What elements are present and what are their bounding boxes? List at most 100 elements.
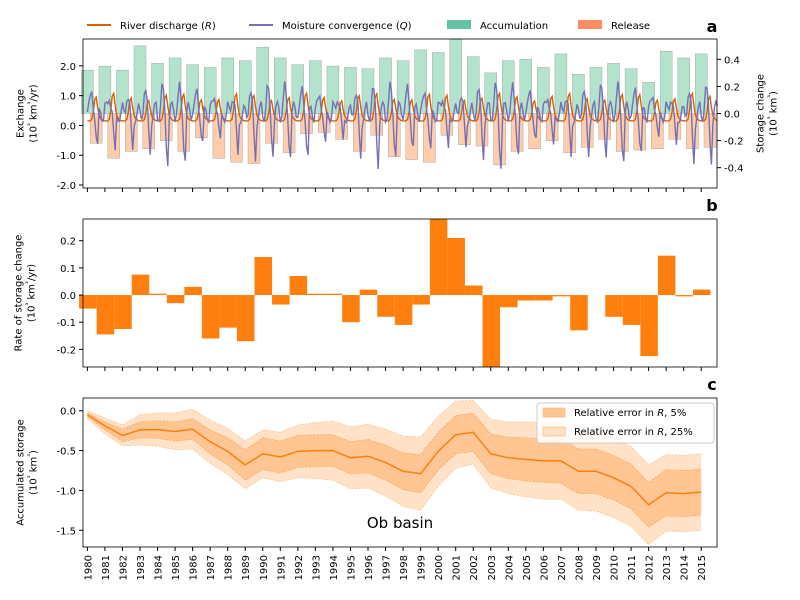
panel-c-xtick-label: 2005 xyxy=(522,555,533,580)
panel-a-ylabel-part: km xyxy=(29,104,40,123)
storage-rate-bar xyxy=(394,295,413,325)
panel-a-y2tick-label: 0.4 xyxy=(724,55,740,66)
panel-b-ylabel-line: Rate of storage change xyxy=(14,235,25,352)
panel-a-ytick-label: 2.0 xyxy=(60,62,76,73)
accumulation-bar xyxy=(695,53,708,114)
legend-label-part: Relative error in xyxy=(574,408,657,419)
panel-c-legend-box xyxy=(536,402,715,444)
panel-c-xtick-label: 2002 xyxy=(469,555,480,580)
legend-label-part: , 5% xyxy=(664,408,686,419)
panel-a-y2label-part: Storage change xyxy=(756,74,767,153)
accumulation-bar xyxy=(221,57,234,114)
legend-label-part: ) xyxy=(408,21,412,32)
panel-c-ylabel-part: ) xyxy=(29,450,40,454)
storage-rate-bar xyxy=(570,295,588,331)
accumulation-bar xyxy=(677,57,690,114)
panel-a-ylabel-part: Exchange xyxy=(16,89,27,138)
panel-b-ytick-label: 0.2 xyxy=(60,237,76,248)
panel-b-ylabel-line: (10³ km³/yr) xyxy=(25,264,38,322)
panel-c-xtick-label: 1996 xyxy=(364,555,375,580)
panel-a-y2label-part: ³ xyxy=(767,116,775,119)
river-discharge-line xyxy=(87,91,718,122)
panel-c-xtick-label: 1984 xyxy=(154,555,165,580)
panel-c-xtick-label: 1987 xyxy=(206,555,217,580)
panel-b-ylabel-part: Rate of storage change xyxy=(14,235,25,352)
legend-label: Release xyxy=(611,21,650,32)
panel-c-xtick-label: 1993 xyxy=(311,555,322,580)
storage-rate-bar xyxy=(149,293,167,296)
panel-c-xtick-label: 1997 xyxy=(382,555,393,580)
accumulation-bar xyxy=(659,50,673,114)
panel-c-xtick-label: 1983 xyxy=(136,555,147,580)
panel-c-xtick-label: 1991 xyxy=(276,555,287,580)
legend-swatch-patch xyxy=(578,20,602,29)
storage-rate-bar xyxy=(219,295,237,328)
panel-c-xtick-label: 2008 xyxy=(574,555,585,580)
panel-c-ylabel-part: Accumulated storage xyxy=(16,419,27,526)
accumulation-bar xyxy=(98,65,112,114)
panel-b: -0.2 -0.1 0.0 0.1 0.2 xyxy=(56,218,718,371)
storage-rate-bar xyxy=(359,289,378,296)
panel-c-xtick-label: 1992 xyxy=(294,555,305,580)
panel-c-ylabel-part: ³ xyxy=(27,454,35,457)
legend-label-part: Q xyxy=(400,21,408,32)
accumulation-bar xyxy=(116,69,129,114)
panel-b-frame xyxy=(82,218,718,368)
legend-label-part: Moisture convergence ( xyxy=(282,21,400,32)
panel-c-ylabel-part: km xyxy=(29,457,40,476)
panel-a-ylabel-part: ³ xyxy=(27,101,35,104)
accumulation-bar xyxy=(344,67,357,114)
storage-rate-bar xyxy=(377,295,395,317)
panel-a-y2label-part: ³ xyxy=(767,95,775,98)
panel-a-y2label-part: km xyxy=(769,98,780,117)
panel-a-ylabel-part: (10 xyxy=(29,126,40,143)
panel-a-ylabel-part: /yr) xyxy=(29,84,40,101)
panel-c-xtick-label: 2013 xyxy=(662,555,673,580)
legend-label-part: River discharge ( xyxy=(120,21,205,32)
storage-rate-bar xyxy=(96,295,115,335)
panel-a-ytick-label: 0.0 xyxy=(60,121,76,132)
panel-c-ytick-label: -1.5 xyxy=(56,526,76,537)
panel-c-ylabel-part: (10 xyxy=(29,478,40,495)
panel-c-xtick-label: 1995 xyxy=(346,555,357,580)
storage-rate-bar xyxy=(640,295,658,357)
panel-c-ytick-label: -0.5 xyxy=(56,447,76,458)
panel-c-xtick-label: 1980 xyxy=(83,555,94,580)
panel-c-xtick-label: 2010 xyxy=(610,555,621,580)
panel-a-ylabel: Exchange (10³ km³/yr) xyxy=(16,84,40,142)
panel-a-y2label: Storage change (10³ km³) xyxy=(756,74,780,153)
panel-c-xtick-label: 1981 xyxy=(101,555,112,580)
panel-a-ylabel-line: Exchange xyxy=(16,89,27,138)
panel-c-xtick-label: 1994 xyxy=(329,555,340,580)
panel-c-xtick-label: 1985 xyxy=(171,555,182,580)
storage-rate-bar xyxy=(429,219,448,296)
storage-rate-bar xyxy=(324,293,343,296)
legend-label: Relative error in R, 5% xyxy=(574,408,686,419)
panel-c-ylabel: Accumulated storage (10³ km³) xyxy=(16,419,40,526)
panel-c-xtick-label: 2001 xyxy=(452,555,463,580)
storage-rate-bar xyxy=(692,289,711,296)
panel-a-ylabel-part: ³ xyxy=(27,123,35,126)
panel-c-xtick-label: 1986 xyxy=(189,555,200,580)
storage-rate-bar xyxy=(184,286,202,296)
panel-c-xtick-label: 1999 xyxy=(417,555,428,580)
panel-a-y2tick-label: -0.4 xyxy=(724,164,744,175)
storage-rate-bar xyxy=(131,274,150,296)
storage-rate-bar xyxy=(412,295,430,305)
panel-c-xtick-label: 2011 xyxy=(627,555,638,580)
panel-c: -1.5 -1.0 -0.5 0.0 1980 1981 1982 1983 1984 1985 1… xyxy=(56,397,718,580)
accumulation-bar xyxy=(431,52,445,114)
storage-rate-bar xyxy=(272,295,290,305)
panel-b-ytick-label: 0.0 xyxy=(60,291,76,302)
panel-a-y2tick-label: 0.0 xyxy=(724,110,740,121)
legend-label-part: , 25% xyxy=(664,427,693,438)
panel-b-ylabel-part: km xyxy=(27,284,38,303)
accumulation-bar xyxy=(326,65,340,114)
accumulated-storage-line xyxy=(86,414,702,506)
storage-rate-bar xyxy=(657,255,676,296)
accumulation-bar xyxy=(81,69,94,114)
panel-a-y2tick-label: 0.2 xyxy=(724,82,740,93)
accumulation-bar xyxy=(554,53,568,114)
panel-c-ytick-label: 0.0 xyxy=(60,407,76,418)
